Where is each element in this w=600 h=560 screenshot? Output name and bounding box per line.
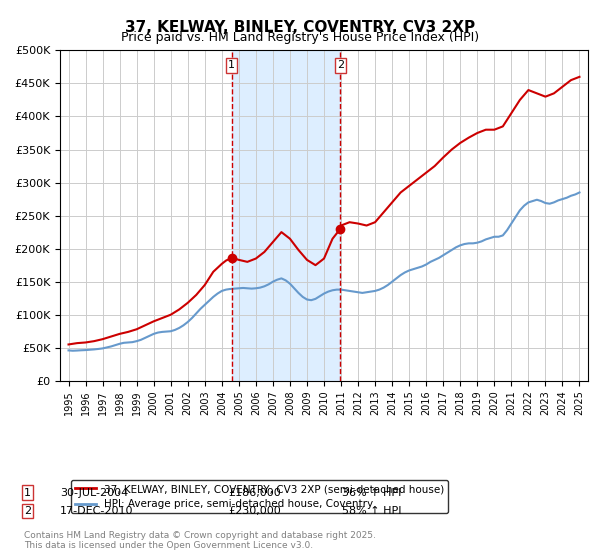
Text: 2: 2 bbox=[24, 506, 31, 516]
Text: 30-JUL-2004: 30-JUL-2004 bbox=[60, 488, 128, 498]
Text: 1: 1 bbox=[24, 488, 31, 498]
Text: £186,000: £186,000 bbox=[228, 488, 281, 498]
Text: 1: 1 bbox=[228, 60, 235, 71]
Legend: 37, KELWAY, BINLEY, COVENTRY, CV3 2XP (semi-detached house), HPI: Average price,: 37, KELWAY, BINLEY, COVENTRY, CV3 2XP (s… bbox=[71, 480, 448, 514]
Text: 2: 2 bbox=[337, 60, 344, 71]
Text: 36% ↑ HPI: 36% ↑ HPI bbox=[342, 488, 401, 498]
Bar bbox=[232, 50, 340, 381]
Text: Contains HM Land Registry data © Crown copyright and database right 2025.
This d: Contains HM Land Registry data © Crown c… bbox=[24, 530, 376, 550]
Text: £230,000: £230,000 bbox=[228, 506, 281, 516]
Text: Price paid vs. HM Land Registry's House Price Index (HPI): Price paid vs. HM Land Registry's House … bbox=[121, 31, 479, 44]
Text: 17-DEC-2010: 17-DEC-2010 bbox=[60, 506, 133, 516]
Text: 58% ↑ HPI: 58% ↑ HPI bbox=[342, 506, 401, 516]
Text: 37, KELWAY, BINLEY, COVENTRY, CV3 2XP: 37, KELWAY, BINLEY, COVENTRY, CV3 2XP bbox=[125, 20, 475, 35]
